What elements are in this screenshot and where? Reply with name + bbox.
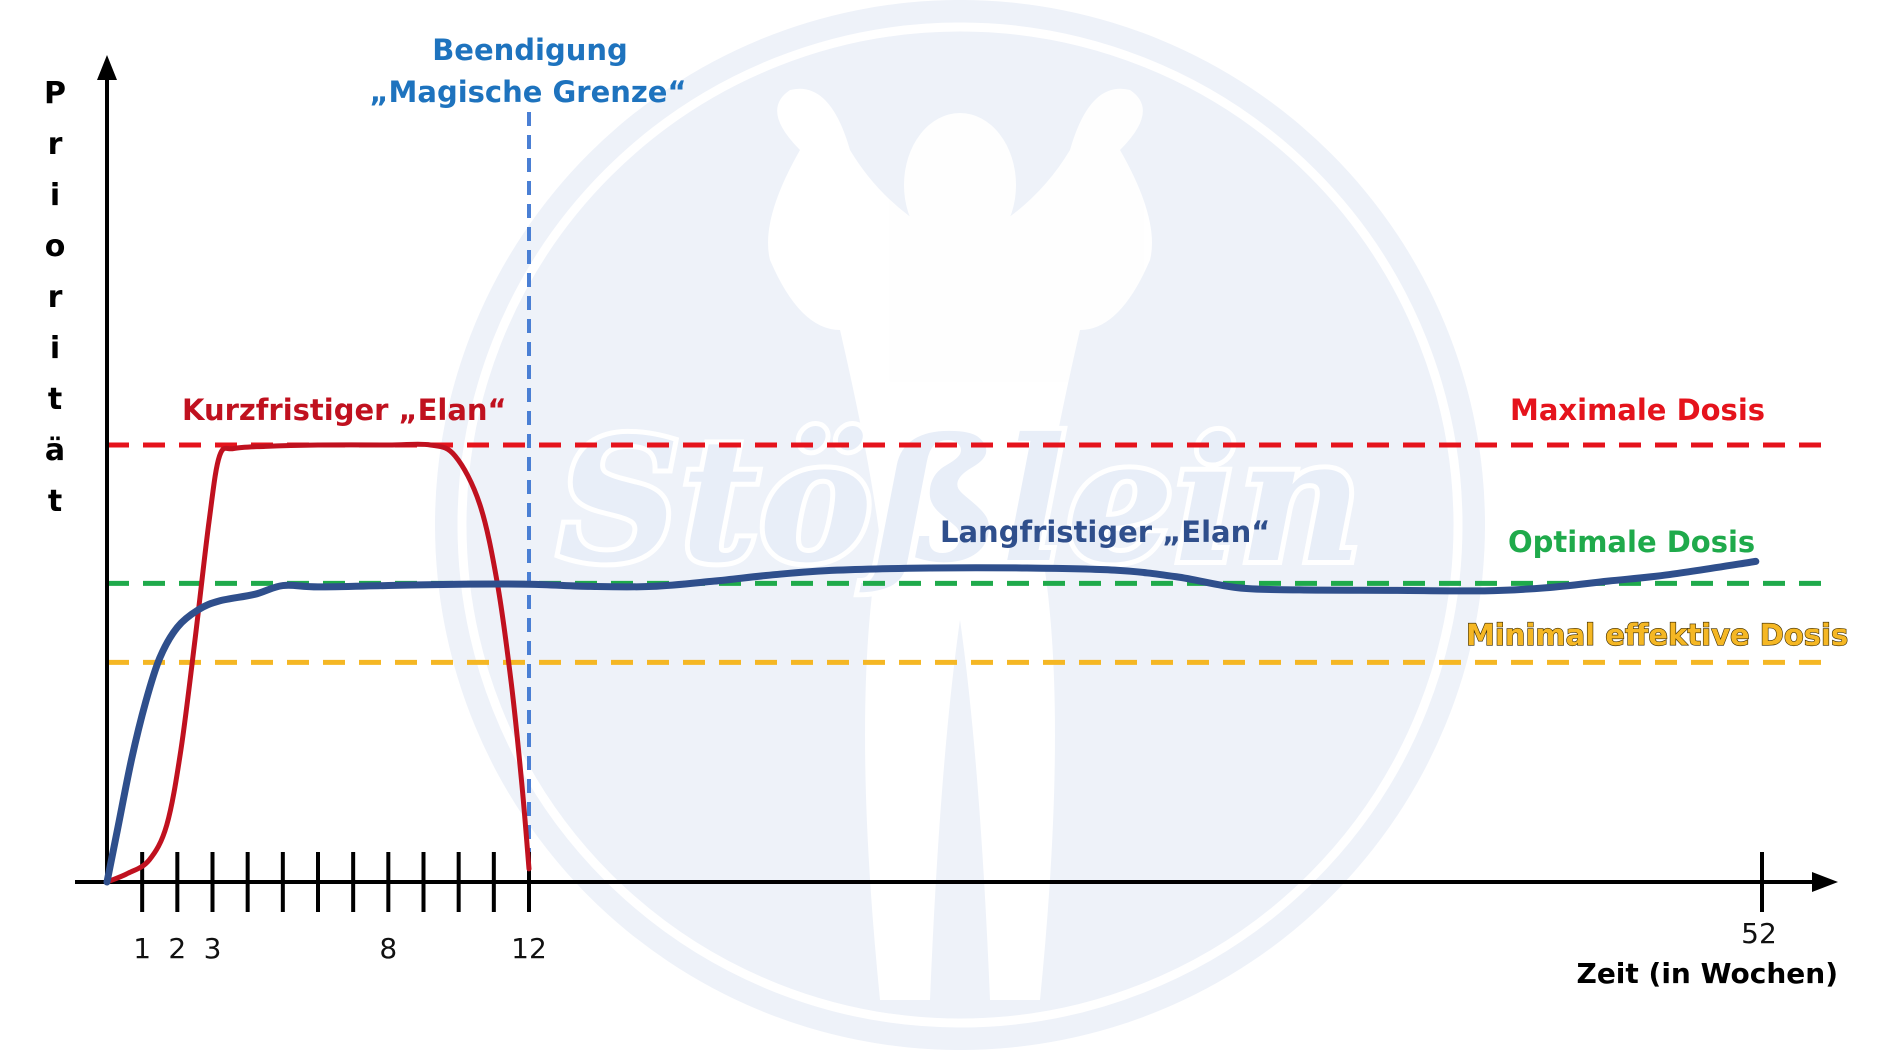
- y-axis-label-letter: r: [48, 280, 63, 315]
- y-axis-label-letter: i: [50, 178, 60, 213]
- series-line-kurzfristig: [104, 441, 532, 885]
- label-minimal-effektive-dosis: Minimal effektive Dosis: [1466, 618, 1848, 652]
- label-kurzfristiger-elan: Kurzfristiger „Elan“: [182, 393, 507, 427]
- label-optimale-dosis: Optimale Dosis: [1508, 525, 1755, 559]
- x-tick-label-52: 52: [1741, 917, 1777, 950]
- y-axis-label-letter: P: [44, 76, 66, 111]
- label-maximale-dosis: Maximale Dosis: [1510, 393, 1765, 427]
- x-tick-label-1: 1: [133, 932, 151, 965]
- y-axis-label-letter: t: [48, 484, 62, 519]
- x-tick-label-2: 2: [168, 932, 186, 965]
- x-tick-label-3: 3: [204, 932, 222, 965]
- y-axis-label-letter: i: [50, 331, 60, 366]
- series-line-langfristig: [103, 557, 1760, 886]
- label-beendigung: Beendigung: [432, 33, 628, 67]
- x-axis-label: Zeit (in Wochen): [1577, 957, 1838, 990]
- x-tick-label-8: 8: [379, 932, 397, 965]
- y-axis-label-letter: r: [48, 127, 63, 162]
- bodybuilder-silhouette-icon: [768, 88, 1152, 1000]
- label-langfristiger-elan: Langfristiger „Elan“: [940, 515, 1270, 549]
- x-axis-arrow-icon: [1812, 872, 1838, 892]
- watermark-logo: Stößlein: [435, 0, 1485, 1050]
- x-tick-label-12: 12: [511, 932, 547, 965]
- y-axis-label-letter: t: [48, 382, 62, 417]
- y-axis-arrow-icon: [97, 55, 117, 80]
- watermark-text: Stößlein: [558, 401, 1363, 601]
- y-axis-label-letter: ä: [45, 433, 65, 468]
- axes: [75, 55, 1838, 892]
- label-magische-grenze: „Magische Grenze“: [369, 75, 686, 109]
- y-axis-label-letter: o: [45, 229, 66, 264]
